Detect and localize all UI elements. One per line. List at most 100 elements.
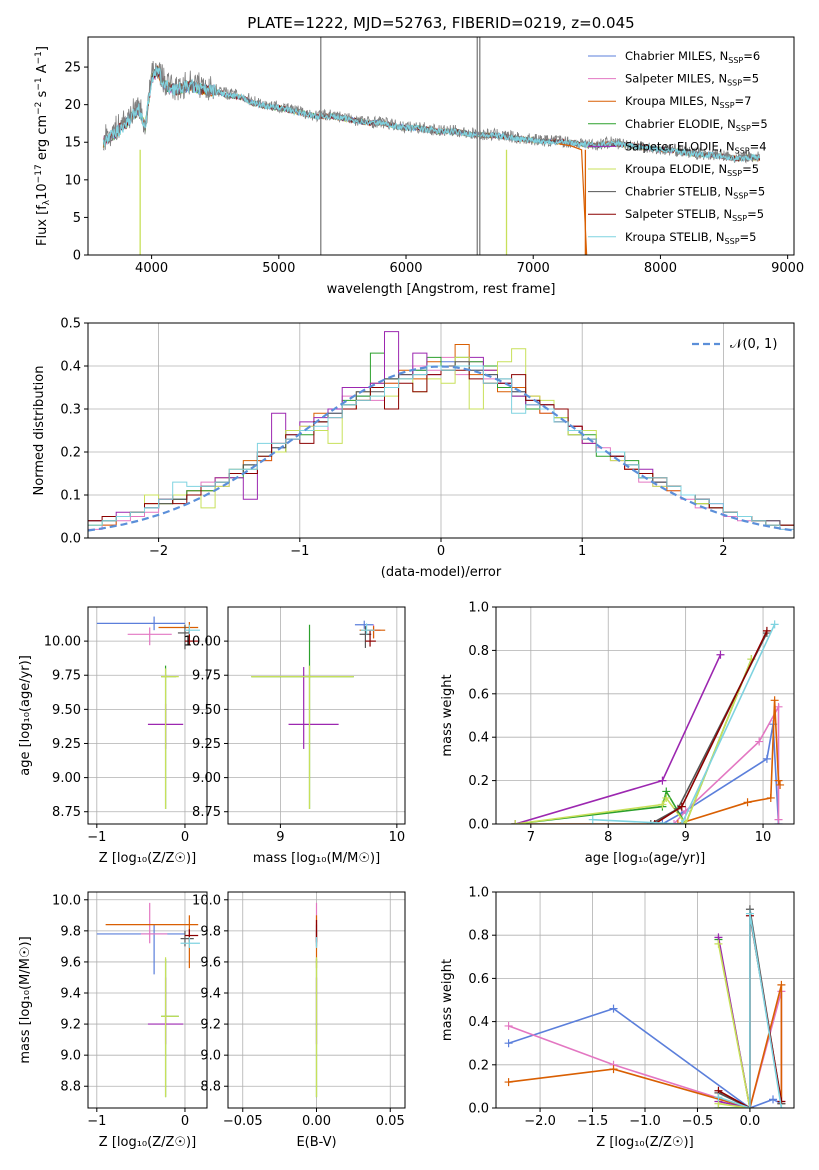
y-tick-label: 9.4 — [200, 987, 221, 1002]
y-tick-label: 0.4 — [468, 1015, 489, 1030]
axes-frame — [87, 891, 208, 1109]
plus-marker — [658, 800, 667, 809]
y-tick-label: 9.8 — [60, 924, 81, 939]
x-tick-label: 6000 — [389, 261, 422, 276]
y-tick-label: 0.8 — [468, 929, 489, 944]
y-label-part: Flux [f — [35, 205, 50, 246]
y-tick-label: 9.00 — [52, 771, 81, 786]
y-tick-label: 0.0 — [468, 1102, 489, 1117]
y-tick-label: 0.2 — [60, 446, 81, 461]
panel-age_vs_mass: 9 10 8.75 9.00 9.25 9.50 9.75 10.00 mass [log₁₀(… — [184, 606, 406, 866]
x-tick-label: 8 — [604, 830, 612, 845]
axes-frame — [495, 606, 795, 825]
y-tick-label: 9.50 — [52, 703, 81, 718]
plus-marker — [677, 802, 686, 811]
axes-frame — [87, 322, 795, 539]
mass-weight-line-salpeter-elodie — [717, 937, 751, 1108]
y-tick-label: 5 — [73, 211, 81, 226]
y-label-part: λ — [42, 199, 52, 205]
plus-marker — [588, 815, 597, 824]
legend-label: Chabrier ELODIE, NSSP=5 — [625, 117, 768, 133]
y-tick-label: 20 — [64, 98, 81, 113]
legend-label: Kroupa STELIB, NSSP=5 — [625, 230, 756, 246]
y-tick-label: 8.8 — [60, 1080, 81, 1095]
x-tick-label: −0.05 — [223, 1114, 263, 1129]
panel-mass_vs_EBV: −0.05 0.00 0.05 8.8 9.0 9.2 9.4 9.6 9.8 10.0 E(B-V… — [192, 891, 406, 1150]
y-tick-label: 15 — [64, 136, 81, 151]
mass-weight-line-kroupa-elodie — [515, 658, 753, 824]
axes-frame — [495, 891, 795, 1109]
x-tick-label: −2 — [149, 544, 168, 559]
x-tick-label: 9 — [276, 830, 284, 845]
legend-subscript: SSP — [725, 237, 740, 246]
y-tick-label: 0.1 — [60, 489, 81, 504]
panel-spectrum: 4000 5000 6000 7000 8000 9000 0 5 10 15 20 25 wavele… — [34, 14, 804, 297]
y-tick-label: 0.5 — [60, 317, 81, 332]
x-tick-label: 0.0 — [740, 1114, 761, 1129]
plus-marker — [609, 1065, 618, 1074]
chart-title: PLATE=1222, MJD=52763, FIBERID=0219, z=0… — [247, 14, 634, 32]
x-tick-label: 0.00 — [302, 1114, 331, 1129]
y-axis-label: mass [log₁₀(M/M☉)] — [18, 936, 33, 1063]
legend-text: Chabrier MILES, N — [625, 49, 728, 63]
plus-marker — [745, 1104, 754, 1108]
y-tick-label: 8.75 — [192, 805, 221, 820]
legend-label: Chabrier MILES, NSSP=6 — [625, 49, 760, 65]
x-tick-label: 9 — [681, 830, 689, 845]
mass-weight-line-kroupa-miles — [515, 700, 781, 824]
plus-marker — [777, 980, 786, 989]
mass-weight-line-kroupa-miles — [508, 984, 783, 1108]
x-axis-label: Z [log₁₀(Z/Z☉)] — [99, 851, 196, 866]
y-tick-label: 0.2 — [468, 1058, 489, 1073]
model-dropoff — [558, 143, 588, 255]
y-tick-label: 10.00 — [184, 635, 221, 650]
plot-area-spectrum — [102, 37, 761, 255]
legend-count: =4 — [750, 139, 767, 153]
grid-massweight_vs_age — [496, 606, 794, 825]
mass-weight-line-salpeter-elodie — [515, 654, 722, 824]
plus-marker — [774, 815, 783, 824]
plus-marker — [662, 793, 671, 802]
plus-marker — [770, 620, 779, 629]
grid-mass_vs_Z — [88, 892, 207, 1108]
y-tick-label: 10.0 — [52, 893, 81, 908]
y-label-part: −17 — [34, 164, 44, 183]
x-tick-label: −1 — [290, 544, 309, 559]
plus-marker — [774, 776, 783, 785]
x-tick-label: 5000 — [262, 261, 295, 276]
legend-subscript: SSP — [736, 124, 751, 133]
y-tick-label: 9.4 — [60, 987, 81, 1002]
y-tick-label: 0.8 — [468, 644, 489, 659]
y-axis-label: age [log₁₀(age/yr)] — [18, 655, 33, 776]
legend-count: =7 — [735, 94, 752, 108]
x-tick-label: −1.5 — [577, 1114, 609, 1129]
axes-frame — [87, 36, 795, 256]
x-axis-label: age [log₁₀(age/yr)] — [585, 851, 706, 866]
y-tick-label: 1.0 — [468, 886, 489, 901]
legend-count: =6 — [743, 49, 760, 63]
plus-marker — [658, 820, 667, 824]
x-axis-label: Z [log₁₀(Z/Z☉)] — [99, 1135, 196, 1150]
y-tick-label: 0.0 — [60, 532, 81, 547]
y-tick-label: 0.6 — [468, 687, 489, 702]
x-tick-label: 0.05 — [376, 1114, 405, 1129]
plus-marker — [504, 1021, 513, 1030]
y-tick-label: 9.8 — [200, 924, 221, 939]
y-label-part: −1 — [34, 51, 44, 64]
x-tick-label: 0 — [181, 1114, 189, 1129]
x-axis-label: wavelength [Angstrom, rest frame] — [327, 282, 556, 297]
x-axis-label: mass [log₁₀(M/M☉)] — [253, 851, 380, 866]
y-tick-label: 0.2 — [468, 774, 489, 789]
y-tick-label: 9.25 — [52, 737, 81, 752]
x-tick-label: 0 — [181, 830, 189, 845]
y-label-part: 10 — [35, 183, 50, 200]
legend-subscript: SSP — [733, 192, 748, 201]
y-tick-label: 1.0 — [468, 601, 489, 616]
panel-massweight_vs_age: 7 8 9 10 0.0 0.2 0.4 0.6 0.8 1.0 age [log₁₀(age/yr… — [440, 601, 795, 866]
plus-marker — [681, 820, 690, 824]
y-tick-label: 0 — [73, 249, 81, 264]
y-axis-label: Flux [fλ10−17 erg cm−2 s−1 A−1] — [34, 46, 52, 246]
grid-age_vs_mass — [228, 607, 405, 824]
